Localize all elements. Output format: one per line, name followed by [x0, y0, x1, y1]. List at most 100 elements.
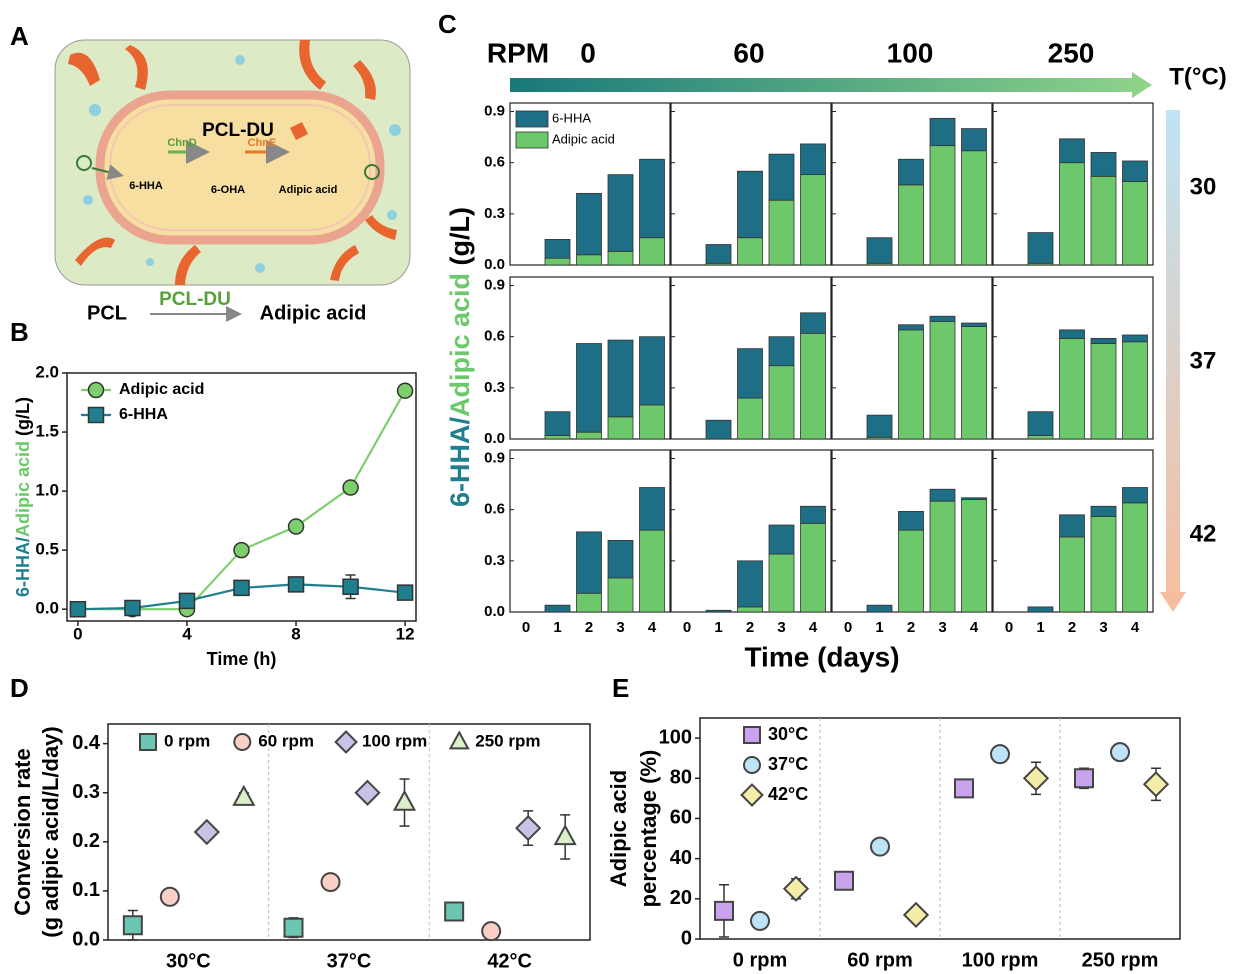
legend-marker: [743, 726, 761, 744]
legend-label: 37°C: [768, 754, 808, 774]
bar-segment: [1090, 175, 1117, 266]
bar-segment: [639, 404, 665, 440]
bar-segment: [768, 336, 795, 367]
row-label: 37: [1190, 347, 1217, 374]
bar-segment: [961, 128, 987, 152]
y-tick-label: 0.0: [72, 928, 100, 950]
y-axis-label-part: (g/L): [13, 397, 33, 441]
bar-segment: [1090, 343, 1117, 440]
bar-segment: [929, 145, 956, 266]
y-tick-label: 0.5: [35, 540, 59, 559]
marker: [396, 584, 414, 601]
y-axis-label: percentage (%): [636, 750, 661, 908]
y-tick-label: 0.0: [484, 603, 505, 620]
y-tick-label: 0.0: [484, 430, 505, 447]
molecule-icon: [364, 164, 380, 180]
bar-segment: [1122, 487, 1148, 504]
x-tick-label: 12: [396, 624, 415, 643]
y-tick-label: 100: [659, 726, 692, 748]
bar-segment: [607, 539, 634, 579]
compound: 6-HHA: [129, 180, 163, 192]
x-tick-label: 30°C: [166, 950, 211, 972]
bar-segment: [607, 339, 634, 418]
marker: [124, 599, 141, 617]
bar-segment: [737, 397, 763, 440]
x-axis-label: Time (days): [744, 641, 899, 672]
scheme-substrate: PCL: [87, 302, 127, 324]
y-tick-label: 0.3: [484, 379, 505, 396]
bar-segment: [1122, 160, 1148, 182]
legend-label: 100 rpm: [362, 731, 427, 750]
scheme-enzyme: PCL-DU: [159, 289, 231, 310]
marker: [1074, 768, 1094, 789]
bar-segment: [800, 332, 826, 440]
bar-segment: [737, 606, 763, 613]
bar-segment: [929, 488, 956, 502]
legend-marker: [233, 733, 252, 751]
bar-segment: [737, 170, 763, 239]
marker: [553, 824, 577, 846]
bar-segment: [639, 487, 665, 531]
bar-segment: [607, 416, 634, 440]
bar-segment: [576, 592, 602, 613]
x-tick-label: 2: [746, 619, 754, 636]
bar-segment: [898, 324, 924, 331]
marker: [515, 814, 542, 842]
bar-segment: [1027, 435, 1054, 440]
marker: [396, 382, 414, 399]
bar-segment: [768, 524, 795, 555]
decoration: [83, 55, 401, 273]
y-tick-label: 0: [681, 927, 692, 949]
bar-segment: [800, 312, 826, 334]
bar-segment: [929, 315, 956, 322]
x-tick-label: 3: [938, 619, 946, 636]
x-axis-label: Time (h): [207, 649, 277, 669]
marker: [1022, 765, 1050, 792]
marker: [233, 541, 250, 559]
bar-segment: [607, 577, 634, 613]
x-tick-label: 0: [1005, 619, 1013, 636]
bar-segment: [800, 174, 826, 266]
y-tick-label: 0.1: [72, 879, 100, 901]
bar-segment: [898, 510, 924, 531]
y-axis-label-part: 6-HHA: [13, 542, 33, 597]
marker: [342, 479, 359, 496]
marker: [342, 578, 359, 596]
legend-label: 250 rpm: [475, 731, 540, 750]
y-tick-label: 60: [670, 807, 692, 829]
row-label: 30: [1190, 173, 1217, 200]
bar-segment: [737, 560, 763, 608]
y-tick-label: 1.5: [35, 422, 59, 441]
molecule-icon: [76, 155, 92, 171]
marker: [354, 779, 381, 806]
bar-segment: [1059, 138, 1085, 164]
y-tick-label: 80: [670, 767, 692, 789]
panel-label: C: [438, 9, 457, 39]
bar-segment: [576, 431, 602, 440]
y-tick-label: 0.9: [484, 276, 505, 293]
row-title: T(°C): [1169, 63, 1227, 90]
bar-segment: [607, 250, 634, 266]
y-axis-label-part: /: [13, 537, 33, 542]
bar-segment: [1122, 341, 1148, 440]
y-axis-label-part: 6-HHA: [445, 425, 475, 508]
bar-segment: [1122, 181, 1148, 266]
panel-label: A: [10, 21, 29, 51]
x-tick-label: 42°C: [487, 950, 532, 972]
legend-marker: [448, 730, 470, 750]
x-tick-label: 0: [844, 619, 852, 636]
bar-segment: [1122, 334, 1148, 343]
marker: [714, 900, 734, 921]
x-tick-label: 100 rpm: [962, 949, 1039, 971]
x-tick-label: 8: [291, 624, 300, 643]
bar-segment: [639, 529, 665, 613]
column-title: RPM: [487, 37, 549, 68]
bar-segment: [768, 199, 795, 266]
bar-segment: [1059, 329, 1085, 339]
cell: [95, 90, 385, 245]
y-tick-label: 40: [670, 847, 692, 869]
bar-segment: [898, 329, 924, 440]
bar-segment: [800, 505, 826, 524]
